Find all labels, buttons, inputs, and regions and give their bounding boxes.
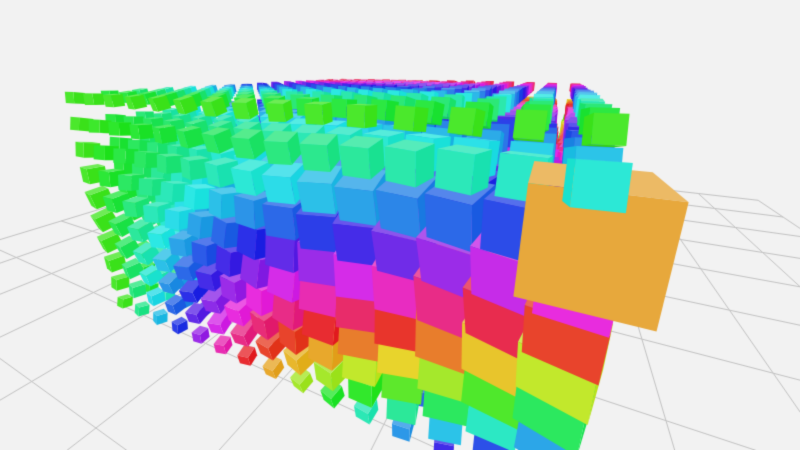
cubes-3d-canvas[interactable] (0, 0, 800, 450)
viewport (0, 0, 800, 450)
